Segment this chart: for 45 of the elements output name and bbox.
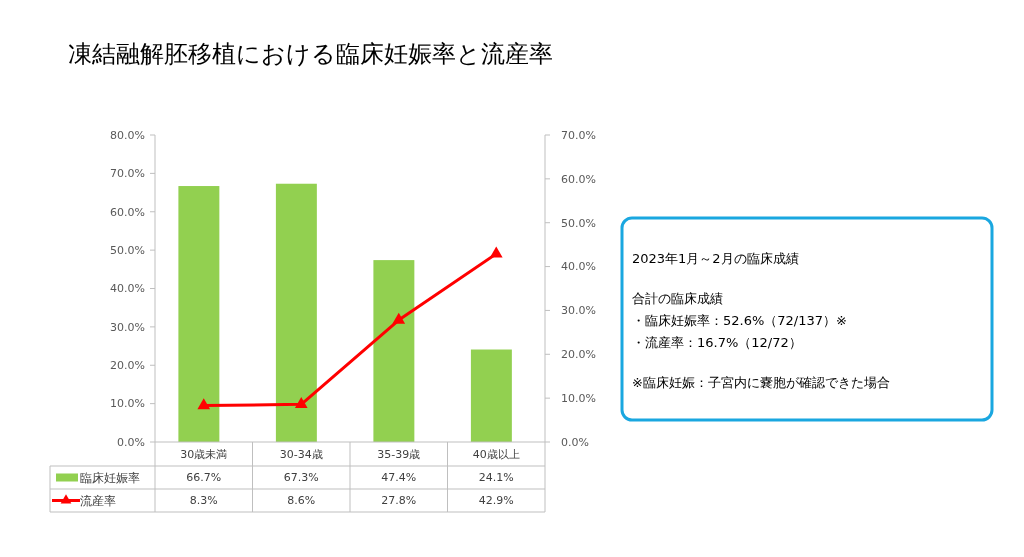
y2-tick-label: 60.0% <box>561 172 596 186</box>
bar <box>470 349 512 442</box>
bar <box>178 186 220 442</box>
text: 合計の臨床成績 <box>632 290 723 306</box>
x-tick-label: 30-34歳 <box>279 448 323 462</box>
y-tick-label: 70.0% <box>110 167 145 181</box>
bar <box>373 260 415 442</box>
data-label: 24.1% <box>478 471 514 485</box>
y2-tick-label: 50.0% <box>561 216 596 230</box>
legend-label: 流産率 <box>80 493 116 508</box>
y-tick-label: 30.0% <box>110 320 145 334</box>
text: 2023年1月～2月の臨床成績 <box>632 250 799 266</box>
text: ・臨床妊娠率：52.6%（72/137）※ <box>632 312 847 328</box>
data-label: 66.7% <box>186 471 222 485</box>
y2-tick-label: 40.0% <box>561 260 596 274</box>
y2-tick-label: 20.0% <box>561 348 596 362</box>
y-tick-label: 50.0% <box>110 243 145 257</box>
data-label: 42.9% <box>478 494 514 508</box>
text: ※臨床妊娠：子宮内に嚢胞が確認できた場合 <box>632 374 890 390</box>
y2-tick-label: 70.0% <box>561 128 596 142</box>
bar <box>275 183 317 442</box>
y-tick-label: 10.0% <box>110 397 145 411</box>
y-tick-label: 80.0% <box>110 128 145 142</box>
y2-tick-label: 10.0% <box>561 391 596 405</box>
y-tick-label: 60.0% <box>110 205 145 219</box>
y2-tick-label: 30.0% <box>561 304 596 318</box>
x-tick-label: 40歳以上 <box>472 448 520 462</box>
point <box>294 396 308 408</box>
x-tick-label: 35-39歳 <box>377 448 421 462</box>
point <box>197 398 211 410</box>
y2-tick-label: 0.0% <box>561 435 589 449</box>
data-label: 67.3% <box>283 471 319 485</box>
legend-label: 臨床妊娠率 <box>80 470 140 485</box>
text: ・流産率：16.7%（12/72） <box>632 334 802 350</box>
point <box>392 312 406 324</box>
y-tick-label: 20.0% <box>110 359 145 373</box>
y-tick-label: 0.0% <box>117 435 145 449</box>
data-label: 27.8% <box>381 494 417 508</box>
point <box>489 246 503 258</box>
data-label: 8.3% <box>189 494 218 508</box>
chart-title: 凍結融解胚移植における臨床妊娠率と流産率 <box>68 40 553 68</box>
y-tick-label: 40.0% <box>110 282 145 296</box>
data-label: 8.6% <box>287 494 316 508</box>
x-tick-label: 30歳未満 <box>180 448 228 462</box>
data-label: 47.4% <box>381 471 417 485</box>
